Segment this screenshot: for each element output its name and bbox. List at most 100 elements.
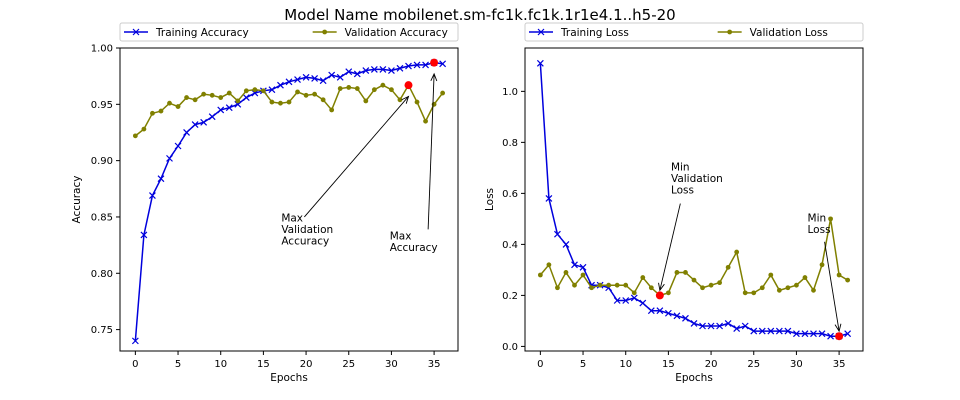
- acc-training-point: [251, 89, 259, 97]
- acc-training-point: [183, 129, 191, 136]
- loss-validation-point: [614, 282, 620, 288]
- acc-validation-point: [354, 86, 360, 91]
- loss-annotation-text: Validation: [671, 173, 723, 185]
- loss-training-point: [545, 195, 553, 202]
- acc-training-point: [405, 62, 412, 70]
- acc-validation-point: [158, 108, 164, 114]
- acc-training-point: [387, 67, 395, 74]
- acc-annotation-arrowhead: [430, 72, 438, 82]
- acc-training-point: [225, 104, 233, 112]
- acc-validation-point: [346, 85, 352, 90]
- loss-ytick-label: 1.0: [502, 87, 518, 98]
- acc-validation-point: [363, 98, 369, 104]
- acc-validation-point: [423, 118, 428, 124]
- loss-ytick-label: 0.8: [502, 138, 518, 149]
- loss-training-point: [554, 230, 561, 238]
- loss-legend-marker-1: [727, 29, 733, 35]
- loss-validation-point: [717, 280, 723, 286]
- loss-training-point: [579, 263, 587, 271]
- acc-annotation-arrow: [427, 73, 435, 230]
- acc-validation-point: [184, 95, 189, 100]
- loss-validation-point: [828, 216, 833, 222]
- loss-ytick-label: 0.2: [502, 291, 518, 302]
- acc-validation-point: [175, 104, 181, 109]
- acc-validation-point: [218, 95, 224, 100]
- acc-validation-point: [389, 87, 394, 93]
- loss-training-point: [733, 325, 741, 332]
- loss-validation-point: [802, 275, 808, 280]
- loss-training-point: [767, 327, 775, 335]
- loss-validation-point: [674, 270, 680, 275]
- acc-ytick-label: 1.00: [91, 44, 113, 55]
- acc-training-point: [353, 70, 361, 78]
- acc-validation-point: [329, 107, 335, 113]
- acc-validation-point: [278, 100, 283, 106]
- loss-validation-point: [631, 290, 637, 296]
- acc-training-point: [302, 73, 310, 81]
- loss-xtick-label: 30: [790, 359, 803, 370]
- loss-validation-point: [768, 272, 774, 278]
- acc-training-point: [157, 175, 165, 183]
- loss-training-point: [639, 299, 647, 307]
- acc-validation-point: [320, 97, 326, 103]
- accuracy-chart: 0 5 10 15 20 25 30 35 0.75 0.80 0.85 0.90 0.95 1.00 Ep…: [71, 22, 459, 384]
- loss-training-point: [690, 320, 698, 327]
- acc-annotation-text: Accuracy: [281, 235, 329, 247]
- loss-annotation-arrow: [659, 203, 681, 291]
- loss-training-point: [536, 59, 544, 67]
- loss-training-point: [827, 332, 834, 340]
- loss-training-point: [818, 330, 826, 338]
- loss-validation-point: [563, 270, 569, 275]
- loss-validation-point: [836, 272, 842, 278]
- acc-ytick-label: 0.85: [91, 212, 113, 223]
- loss-annotation-arrowhead: [658, 282, 665, 292]
- acc-training-point: [277, 81, 284, 89]
- loss-best-point: [835, 332, 844, 341]
- acc-legend-marker-0: [132, 28, 140, 36]
- acc-validation-point: [132, 133, 138, 139]
- acc-annotation-arrowhead: [401, 95, 410, 104]
- loss-annotation-text: Min: [808, 212, 827, 224]
- acc-training-point: [191, 121, 199, 129]
- acc-annotation-text: Validation: [281, 224, 333, 236]
- acc-training-point: [166, 154, 173, 162]
- loss-validation-point: [742, 290, 748, 296]
- acc-x-axis-label: Epochs: [270, 372, 308, 384]
- acc-legend-label-0: Training Accuracy: [155, 27, 249, 39]
- loss-training-point: [562, 240, 570, 248]
- acc-validation-point: [252, 87, 258, 93]
- acc-legend-label-1: Validation Accuracy: [345, 27, 448, 39]
- loss-ytick-label: 0.6: [502, 189, 518, 200]
- loss-validation-point: [572, 282, 577, 288]
- loss-annotation-arrowhead: [834, 323, 842, 333]
- loss-validation-point: [683, 270, 688, 275]
- acc-training-point: [234, 100, 242, 108]
- loss-validation-point: [819, 262, 825, 268]
- acc-legend-marker-1: [322, 29, 328, 35]
- acc-validation-point: [337, 86, 343, 91]
- acc-validation-point: [371, 87, 377, 93]
- acc-validation-point: [295, 89, 300, 95]
- loss-legend-label-0: Training Loss: [560, 27, 629, 39]
- acc-training-point: [208, 113, 216, 121]
- loss-validation-point: [648, 285, 654, 291]
- loss-validation-point: [845, 277, 851, 283]
- acc-validation-point: [303, 92, 309, 98]
- loss-training-point: [707, 322, 715, 330]
- loss-validation-point: [785, 285, 791, 291]
- loss-training-point: [801, 330, 809, 338]
- loss-validation-point: [597, 282, 603, 288]
- loss-training-point: [844, 330, 852, 338]
- loss-validation-point: [776, 287, 782, 293]
- acc-xtick-label: 25: [342, 359, 355, 370]
- loss-training-point: [630, 294, 638, 302]
- loss-training-point: [664, 309, 672, 317]
- loss-best-point: [655, 291, 664, 300]
- loss-training-point: [613, 297, 621, 304]
- loss-training-point: [784, 327, 792, 335]
- loss-training-point: [775, 327, 783, 335]
- loss-xtick-label: 20: [705, 359, 718, 370]
- acc-training-point: [140, 231, 148, 239]
- acc-training-point: [149, 192, 156, 199]
- acc-ytick-label: 0.75: [91, 325, 113, 336]
